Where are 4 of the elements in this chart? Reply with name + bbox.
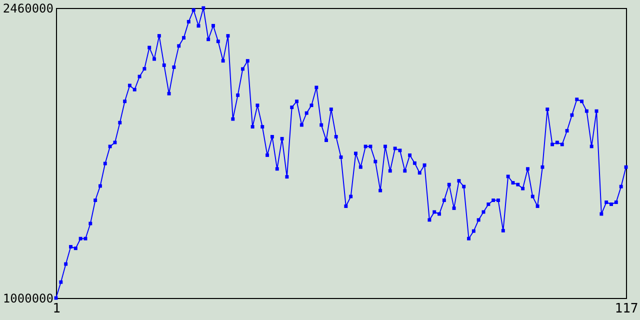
- y-tick-label: 2460000: [2, 2, 54, 16]
- x-tick-label: 117: [614, 302, 638, 316]
- x-tick-label: 1: [52, 302, 60, 316]
- y-tick-label: 1000000: [2, 292, 54, 306]
